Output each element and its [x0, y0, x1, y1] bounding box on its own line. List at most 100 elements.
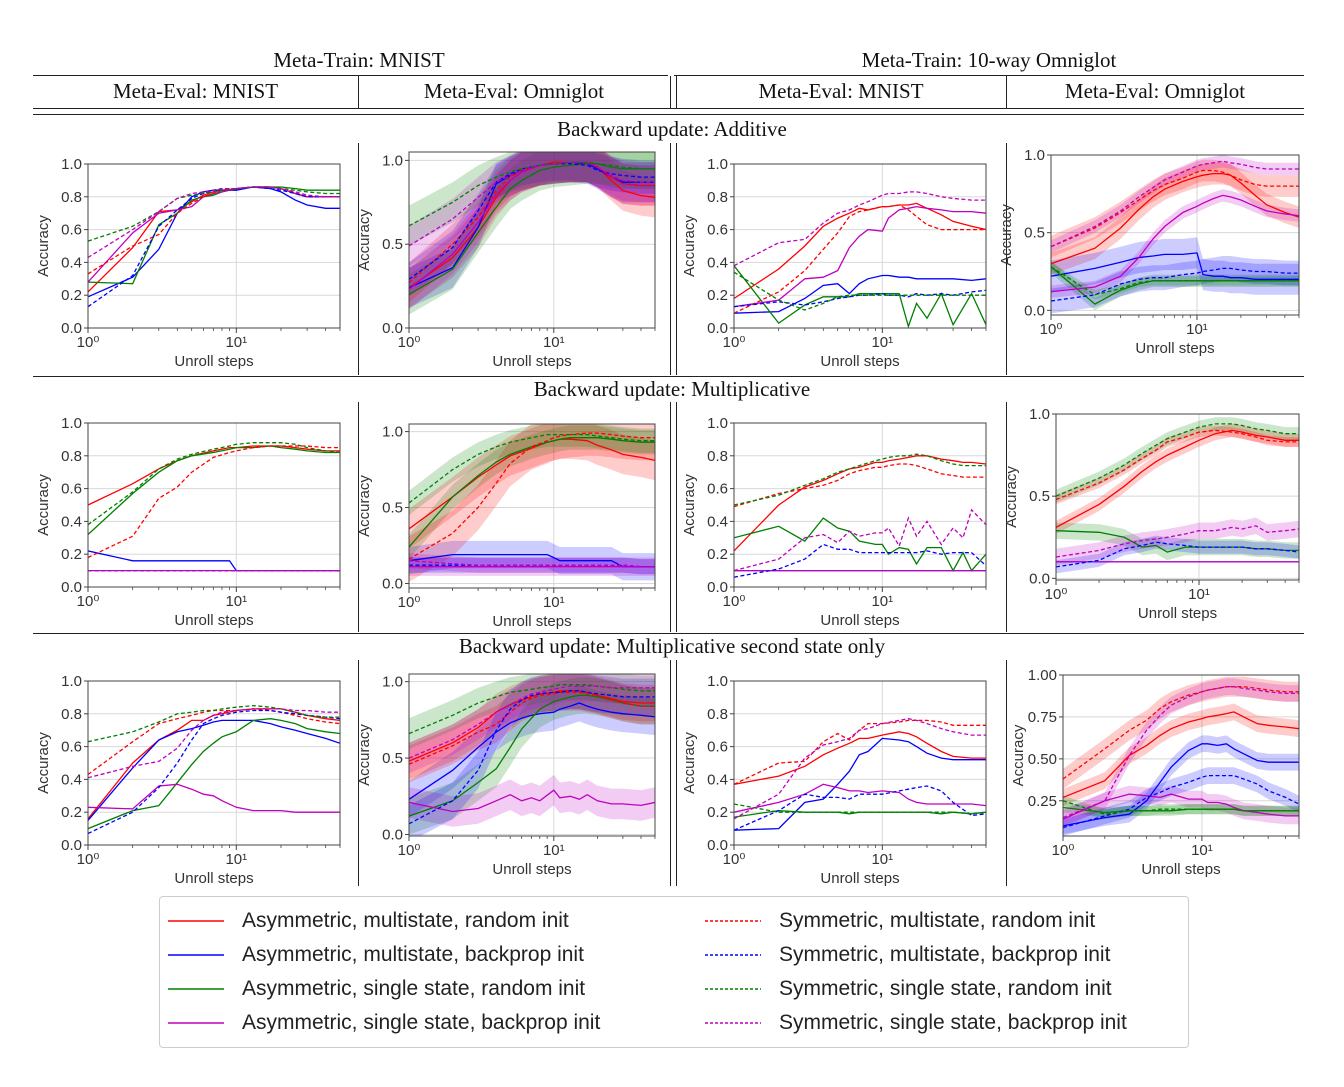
y-tick-label: 1.0	[61, 673, 82, 690]
series-line	[734, 453, 986, 506]
legend-label: Asymmetric, single state, random init	[242, 977, 586, 1000]
confidence-band	[409, 152, 655, 266]
meta-eval-header-col1: Meta-Eval: MNIST	[112, 79, 279, 103]
series-line	[88, 186, 340, 242]
series-line	[88, 708, 340, 776]
series-line	[1056, 429, 1299, 501]
legend-item: Asymmetric, multistate, backprop init	[168, 939, 584, 971]
series-line	[1051, 194, 1299, 293]
y-tick-label: 0.2	[61, 287, 82, 304]
x-axis-label: Unroll steps	[174, 870, 253, 887]
axes-frame	[87, 163, 341, 329]
series-line	[734, 204, 986, 314]
col-separator-2b	[676, 76, 677, 108]
y-tick-label: 1.0	[61, 415, 82, 432]
y-tick-label: 0.0	[382, 575, 403, 592]
legend-label: Asymmetric, multistate, random init	[242, 909, 569, 932]
legend-label: Symmetric, single state, backprop init	[779, 1011, 1127, 1034]
y-axis-label: Accuracy	[1003, 466, 1020, 528]
confidence-band	[1063, 735, 1299, 835]
axes-frame	[87, 680, 341, 846]
x-tick-label: 10⁰	[1052, 842, 1075, 859]
axes-frame	[733, 422, 987, 588]
y-axis-label: Accuracy	[35, 732, 52, 794]
series-line	[1051, 266, 1299, 296]
x-axis-label: Unroll steps	[820, 612, 899, 629]
series-line	[88, 445, 340, 506]
y-tick-label: 0.0	[1029, 570, 1050, 587]
x-tick-label: 10¹	[1186, 321, 1208, 338]
series-line	[1056, 541, 1299, 568]
y-tick-label: 0.6	[61, 481, 82, 498]
series-line	[1051, 252, 1299, 280]
series-line	[409, 553, 655, 568]
series-line	[1063, 686, 1299, 819]
confidence-band	[1051, 155, 1299, 253]
x-tick-label: 10¹	[225, 851, 247, 868]
series-line	[88, 186, 340, 308]
chart-multiplicative-mnist-omniglot: 0.0 0.5 1.0 10⁰ 10¹ Unroll steps Accuracy	[356, 423, 656, 630]
legend-label: Asymmetric, multistate, backprop init	[242, 943, 584, 966]
col-separator-1	[358, 76, 359, 108]
header-rule-top-right	[674, 75, 1304, 76]
y-axis-label: Accuracy	[356, 724, 373, 786]
y-tick-label: 0.4	[61, 513, 82, 530]
series-line	[88, 442, 340, 526]
series-line	[734, 508, 986, 572]
confidence-band	[409, 540, 655, 581]
series-line	[734, 463, 986, 508]
confidence-band	[409, 674, 655, 774]
x-tick-label: 10¹	[225, 334, 247, 351]
row1-sep-1	[358, 143, 359, 375]
meta-eval-header-col3: Meta-Eval: MNIST	[758, 79, 924, 103]
legend-line-dashed-red-icon	[705, 920, 761, 922]
y-tick-label: 0.2	[707, 804, 728, 821]
series-line	[734, 265, 986, 328]
confidence-band	[409, 674, 655, 783]
legend-line-solid-blue-icon	[168, 954, 224, 956]
confidence-band	[409, 553, 655, 575]
x-tick-label: 10⁰	[723, 851, 746, 868]
series-line	[409, 685, 655, 759]
confidence-band	[1063, 676, 1299, 789]
y-tick-label: 0.25	[1028, 793, 1057, 810]
y-tick-label: 0.2	[61, 546, 82, 563]
series-line	[88, 186, 340, 259]
y-tick-label: 0.6	[707, 481, 728, 498]
legend-line-dashed-green-icon	[705, 988, 761, 990]
axes-frame	[733, 680, 987, 846]
series-line	[1051, 169, 1299, 248]
y-axis-label: Accuracy	[998, 204, 1015, 266]
y-tick-label: 0.0	[707, 320, 728, 337]
y-tick-label: 1.0	[707, 673, 728, 690]
header-rule-top-left	[33, 75, 668, 76]
chart-additive-omniglot-omniglot: 0.0 0.5 1.0 10⁰ 10¹ Unroll steps Accuracy	[998, 147, 1300, 357]
chart-multiplicative-omniglot-omniglot: 0.0 0.5 1.0 10⁰ 10¹ Unroll steps Accuracy	[1003, 406, 1300, 622]
confidence-band	[1063, 795, 1299, 820]
series-line	[734, 718, 986, 820]
series-line	[409, 437, 655, 548]
x-axis-label: Unroll steps	[820, 870, 899, 887]
axes-frame	[733, 163, 987, 329]
y-tick-label: 0.0	[61, 579, 82, 596]
meta-eval-header-col4: Meta-Eval: Omniglot	[1064, 79, 1246, 103]
y-tick-label: 1.0	[382, 152, 403, 169]
row1-sep-2b	[676, 143, 677, 375]
row2-sep-2b	[676, 402, 677, 632]
x-tick-label: 10¹	[543, 842, 565, 859]
y-tick-label: 0.6	[707, 222, 728, 239]
series-line	[1051, 172, 1299, 265]
y-tick-label: 0.4	[707, 254, 728, 271]
x-axis-label: Unroll steps	[1138, 605, 1217, 622]
series-line	[409, 690, 655, 825]
series-line	[409, 161, 655, 289]
legend-item: Symmetric, single state, random init	[705, 973, 1112, 1005]
series-line	[1051, 160, 1299, 248]
series-line	[734, 191, 986, 267]
chart-multiplicative-omniglot-mnist: 0.0 0.2 0.4 0.6 0.8 1.0 10⁰ 10¹ Unroll steps Accu…	[681, 415, 987, 629]
y-axis-label: Accuracy	[681, 215, 698, 277]
series-line	[734, 731, 986, 785]
y-tick-label: 1.0	[61, 156, 82, 173]
y-tick-label: 0.4	[707, 513, 728, 530]
series-line	[1063, 793, 1299, 820]
